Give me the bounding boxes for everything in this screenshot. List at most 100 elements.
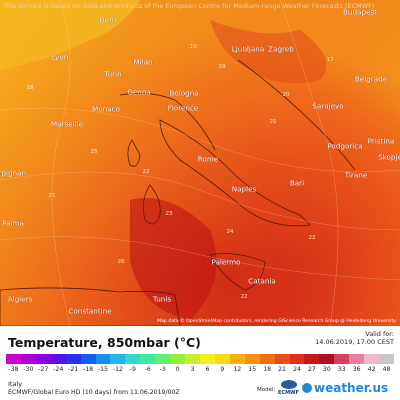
city-label: Skopje [378,152,400,162]
city-label: Sarajevo [312,101,344,111]
color-swatch [319,354,335,364]
scale-tick: -38 [8,366,19,373]
color-swatch [140,354,156,364]
scale-tick: 27 [307,366,316,373]
scale-tick: 36 [352,366,361,373]
color-swatch [35,354,51,364]
color-scale [6,354,394,364]
temperature-value: 19 [189,44,197,50]
temperature-value: 20 [282,92,290,98]
temperature-value: 25 [90,149,98,155]
model-label: Model: [257,387,276,393]
city-label: Palermo [211,257,241,267]
city-label: Milan [133,57,153,67]
city-label: Tunis [152,294,172,304]
temperature-value: 22 [142,169,150,175]
city-label: Palma [2,218,24,228]
city-label: Zagreb [268,44,294,54]
ecmwf-globe-icon [280,380,297,389]
temperature-value: 23 [165,211,173,217]
city-label: Bologna [169,88,199,98]
color-swatch [349,354,365,364]
color-swatch [95,354,111,364]
temperature-value: 22 [240,294,248,300]
city-label: Lyon [51,52,69,62]
scale-tick: 30 [322,366,331,373]
scale-tick: 24 [293,366,301,373]
scale-tick: 3 [190,366,195,373]
city-label: Naples [231,184,257,194]
scale-tick: -15 [97,366,109,373]
scale-tick: -24 [53,366,64,373]
scale-tick: 42 [367,366,376,373]
scale-tick: -21 [68,366,79,373]
map-title: Temperature, 850mbar (°C) [8,335,201,350]
city-label: Podgorica [327,141,363,151]
temperature-value: 18 [26,85,34,91]
region-label: Italy [8,380,23,388]
city-label: Perpignan [0,168,27,178]
scale-tick: 12 [233,366,242,373]
color-swatch [6,354,21,364]
scale-tick: -30 [23,366,34,373]
ecmwf-logo[interactable]: ECMWF [278,380,299,396]
scale-tick: -9 [129,366,136,373]
temperature-value: 21 [269,119,277,125]
valid-time-value: 14.06.2019, 17:00 CEST [315,338,394,346]
weather-us-logo[interactable]: weather.us [302,381,388,395]
color-swatch [20,354,36,364]
city-label: Constantine [68,306,112,316]
color-swatch [214,354,230,364]
valid-time: Valid for: 14.06.2019, 17:00 CEST [315,330,394,346]
temperature-value: 22 [308,235,316,241]
scale-tick: 6 [205,366,210,373]
temperature-value: 19 [218,64,226,70]
color-swatch [364,354,380,364]
city-label: Ljubljana [231,44,265,54]
brand-text: weather.us [314,381,389,395]
color-swatch [65,354,81,364]
scale-tick: 33 [337,366,346,373]
color-swatch [334,354,350,364]
scale-tick: 15 [248,366,257,373]
city-label: Florence [167,103,199,113]
city-label: Monaco [92,104,120,114]
city-label: Rome [197,154,219,164]
city-label: Budapest [342,7,378,17]
scale-tick: -3 [159,366,166,373]
weather-us-icon [302,383,312,393]
color-swatch [155,354,171,364]
scale-tick: 48 [382,366,391,373]
temperature-field [0,0,400,326]
color-swatch [259,354,275,364]
color-swatch [185,354,200,364]
city-label: Pristina [367,136,395,146]
scale-tick: 0 [175,366,180,373]
color-scale-ticks: -38 -30 -27 -24 -21 -18 -15 -12 -9 -6 -3 0 3 6 9 12 15 18… [6,366,394,375]
ecmwf-disclaimer: This service is based on data and produc… [3,2,375,10]
color-swatch [379,354,394,364]
scale-tick: 18 [263,366,272,373]
color-swatch [125,354,141,364]
scale-tick: -27 [38,366,49,373]
city-label: Bari [289,178,305,188]
model-info: ECMWF/Global Euro HD (10 days) from 11.0… [8,389,180,396]
scale-tick: -6 [144,366,151,373]
city-label: Genoa [127,87,151,97]
temperature-value: 24 [226,229,234,235]
color-swatch [80,354,96,364]
color-swatch [289,354,305,364]
color-swatch [50,354,66,364]
scale-tick: 9 [220,366,225,373]
color-swatch [199,354,215,364]
city-label: Belgrade [354,74,388,84]
scale-tick: -18 [83,366,94,373]
temperature-value: 26 [117,259,125,265]
temperature-value: 21 [48,193,56,199]
color-swatch [274,354,290,364]
city-label: Marseille [50,119,84,129]
weather-map[interactable]: This service is based on data and produc… [0,0,400,326]
color-swatch [244,354,260,364]
city-label: Algiers [7,294,33,304]
map-attribution: Map data © OpenStreetMap contributors, r… [157,319,396,324]
